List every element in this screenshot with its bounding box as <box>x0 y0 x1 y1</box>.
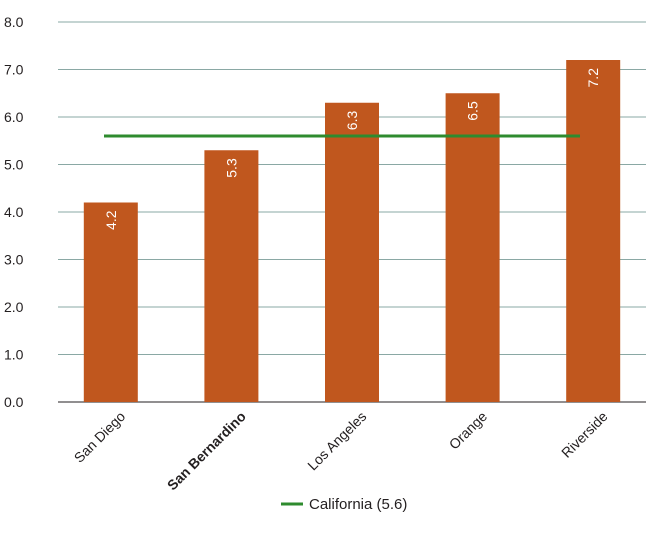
y-tick-label: 1.0 <box>4 347 24 363</box>
category-label: Los Angeles <box>304 408 369 473</box>
bar <box>566 60 621 402</box>
y-tick-label: 6.0 <box>4 109 24 125</box>
data-label: 7.2 <box>585 68 601 88</box>
y-tick-label: 2.0 <box>4 299 24 315</box>
category-label: San Bernardino <box>164 408 249 493</box>
y-axis-tick-labels: 0.0 1.0 2.0 3.0 4.0 5.0 6.0 7.0 8.0 <box>4 14 24 410</box>
x-axis-category-labels: San Diego San Bernardino Los Angeles Orange… <box>71 408 611 493</box>
legend-label: California (5.6) <box>309 496 407 513</box>
data-labels: 4.2 5.3 6.3 6.5 7.2 <box>103 68 601 230</box>
y-tick-label: 7.0 <box>4 62 24 78</box>
data-label: 6.3 <box>344 111 360 131</box>
legend: California (5.6) <box>281 496 407 513</box>
y-tick-label: 8.0 <box>4 14 24 30</box>
bar <box>445 93 500 402</box>
bar <box>325 102 379 402</box>
bar <box>83 202 138 402</box>
data-label: 4.2 <box>103 210 119 230</box>
category-label: San Diego <box>71 408 129 466</box>
y-tick-label: 3.0 <box>4 252 24 268</box>
bars <box>83 60 621 402</box>
y-tick-label: 0.0 <box>4 394 24 410</box>
bar <box>204 150 259 402</box>
data-label: 5.3 <box>223 158 239 178</box>
category-label: Riverside <box>558 408 611 461</box>
category-label: Orange <box>446 408 490 452</box>
y-tick-label: 4.0 <box>4 204 24 220</box>
y-tick-label: 5.0 <box>4 157 24 173</box>
data-label: 6.5 <box>465 101 481 121</box>
